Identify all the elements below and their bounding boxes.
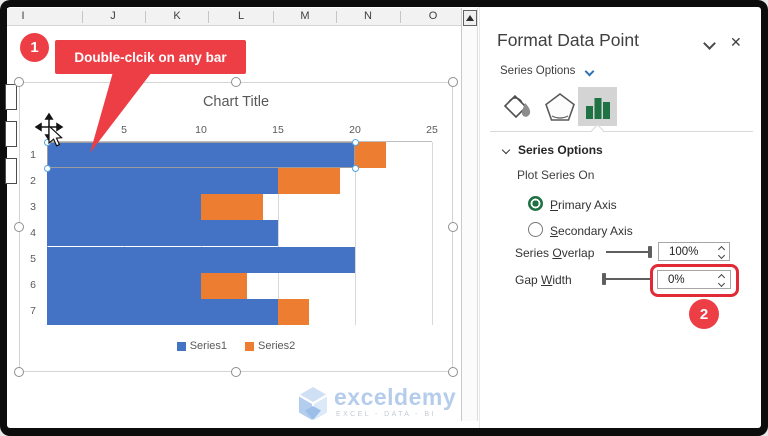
label-text: idth	[552, 273, 572, 287]
legend-item-Series1[interactable]: Series1	[176, 340, 227, 352]
worksheet-cell	[5, 84, 17, 110]
watermark: exceldemy EXCEL - DATA - BI	[296, 386, 460, 424]
effects-icon[interactable]	[544, 92, 576, 122]
label-text: rimary Axis	[558, 198, 617, 212]
chart-legend[interactable]: Series1 Series2	[19, 340, 453, 352]
worksheet-cell	[5, 158, 17, 184]
series-options-dropdown[interactable]: Series Options	[500, 65, 575, 77]
primary-axis-label[interactable]: Primary Axis	[550, 198, 617, 212]
scroll-up-icon	[466, 15, 474, 21]
panel-close-icon[interactable]: ✕	[730, 34, 742, 50]
data-point-handle[interactable]	[351, 138, 359, 146]
callout-bubble: Double-clcik on any bar	[55, 40, 246, 74]
dropdown-label: Series Options	[500, 65, 576, 77]
chart-title[interactable]: Chart Title	[202, 94, 270, 110]
mouse-cursor-icon	[34, 112, 64, 147]
chart-resize-handle[interactable]	[231, 77, 241, 87]
label-text: P	[550, 198, 559, 212]
series-overlap-input[interactable]: 100%	[658, 242, 730, 261]
gap-width-value: 0%	[668, 273, 685, 286]
secondary-axis-label[interactable]: Secondary Axis	[550, 224, 633, 238]
legend-label: Series1	[189, 340, 227, 352]
step-1-badge: 1	[20, 33, 49, 62]
chart-resize-handle[interactable]	[448, 367, 458, 377]
panel-divider	[479, 7, 480, 428]
panel-section-divider	[490, 131, 753, 132]
gap-width-slider-handle[interactable]	[602, 273, 606, 285]
label-text: Gap	[515, 273, 542, 287]
vertical-scrollbar[interactable]	[461, 8, 478, 421]
series-options-icon[interactable]	[584, 93, 612, 121]
chart-resize-handle[interactable]	[448, 77, 458, 87]
label-text: verlap	[561, 246, 595, 260]
series-overlap-label: Series Overlap	[515, 246, 594, 260]
label-text: O	[552, 246, 562, 260]
watermark-tagline: EXCEL - DATA - BI	[336, 411, 436, 418]
primary-axis-radio[interactable]	[528, 196, 543, 211]
chart-resize-handle[interactable]	[448, 222, 458, 232]
series-overlap-value: 100%	[669, 245, 699, 258]
label-text: W	[541, 273, 553, 287]
scroll-up-button[interactable]	[463, 10, 477, 26]
chart-resize-handle[interactable]	[14, 77, 24, 87]
legend-item-Series2[interactable]: Series2	[245, 340, 295, 352]
exceldemy-logo-icon	[299, 387, 327, 420]
callout-tail	[90, 72, 152, 153]
panel-title: Format Data Point	[497, 30, 639, 50]
gap-width-input[interactable]: 0%	[657, 270, 731, 289]
chart-resize-handle[interactable]	[231, 367, 241, 377]
chart-resize-handle[interactable]	[14, 222, 24, 232]
legend-swatch	[245, 341, 254, 351]
legend-swatch	[176, 341, 186, 351]
series-overlap-slider-handle[interactable]	[648, 246, 652, 258]
gap-width-slider[interactable]	[605, 278, 652, 280]
legend-label: Series2	[258, 340, 296, 352]
worksheet-cell	[5, 121, 17, 147]
watermark-brand: exceldemy	[334, 384, 457, 410]
data-point-handle[interactable]	[43, 164, 51, 172]
section-header[interactable]: Series Options	[518, 143, 603, 157]
fill-line-icon[interactable]	[497, 90, 535, 124]
label-text: S	[550, 224, 559, 238]
chart-resize-handle[interactable]	[14, 367, 24, 377]
data-point-handle[interactable]	[351, 164, 359, 172]
label-text: Series	[515, 246, 553, 260]
gap-width-label: Gap Width	[515, 273, 572, 287]
label-text: econdary Axis	[558, 224, 633, 238]
series-overlap-slider[interactable]	[606, 251, 652, 253]
plot-series-on-label: Plot Series On	[517, 168, 595, 182]
column-header-bar	[7, 8, 463, 26]
step-2-badge: 2	[689, 299, 719, 329]
secondary-axis-radio[interactable]	[528, 222, 543, 237]
watermark-text: exceldemy EXCEL - DATA - BI	[334, 384, 457, 419]
